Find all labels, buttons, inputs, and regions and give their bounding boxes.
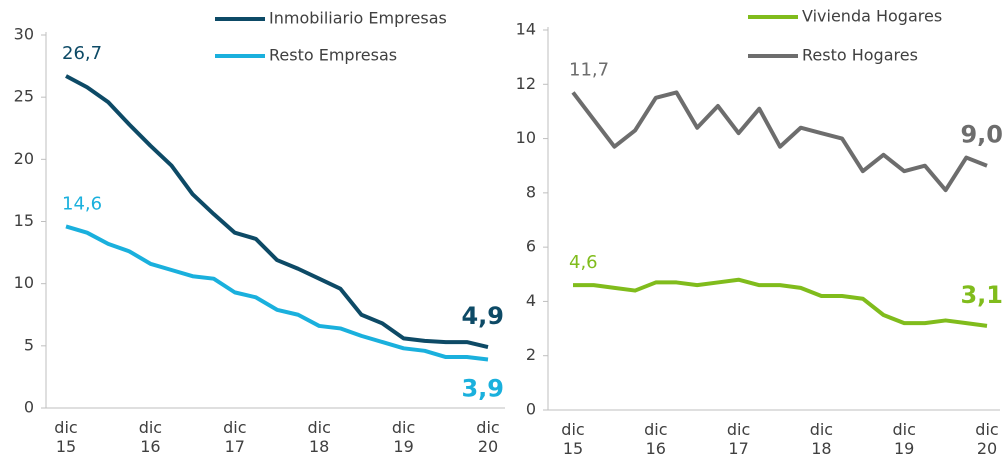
x-tick-label: dic 19 [391,418,416,456]
y-tick-label: 6 [526,237,536,256]
series-line [573,277,988,328]
series-line [65,74,489,350]
legend-label: Resto Empresas [269,46,397,65]
x-tick-label: dic 16 [138,418,163,456]
x-tick-label: dic 15 [561,420,585,458]
x-tick-label: dic 18 [809,420,834,458]
x-tick-label: dic 20 [975,420,999,458]
y-tick-label: 2 [526,345,536,364]
x-tick-label: dic 17 [726,420,751,458]
value-label: 26,7 [62,43,102,64]
value-label: 11,7 [569,59,609,80]
value-label: 3,1 [960,281,1003,309]
x-tick-label: dic 20 [476,418,500,456]
legend-label: Vivienda Hogares [802,7,942,26]
legend-label: Inmobiliario Empresas [269,9,447,28]
y-tick-label: 20 [14,149,34,168]
y-tick-label: 10 [516,128,536,147]
x-tick-label: dic 18 [307,418,331,456]
legend-label: Resto Hogares [802,46,918,65]
y-tick-label: 4 [526,291,536,310]
x-tick-label: dic 19 [892,420,916,458]
x-tick-label: dic 17 [223,418,247,456]
value-label: 9,0 [960,121,1003,149]
value-label: 3,9 [461,375,504,403]
y-tick-label: 15 [14,211,34,230]
series-line [65,224,489,362]
y-tick-label: 10 [14,273,34,292]
y-tick-label: 5 [24,335,34,354]
y-tick-label: 0 [526,400,536,419]
y-tick-label: 8 [526,182,536,201]
value-label: 4,6 [569,252,598,273]
x-tick-label: dic 16 [644,420,668,458]
value-label: 14,6 [62,193,102,214]
y-tick-label: 25 [14,87,34,106]
y-tick-label: 0 [24,398,34,417]
y-tick-label: 30 [14,25,34,44]
y-tick-label: 12 [516,74,536,93]
value-label: 4,9 [461,302,504,330]
x-tick-label: dic 15 [54,418,78,456]
series-line [571,90,988,193]
y-tick-label: 14 [516,20,536,39]
